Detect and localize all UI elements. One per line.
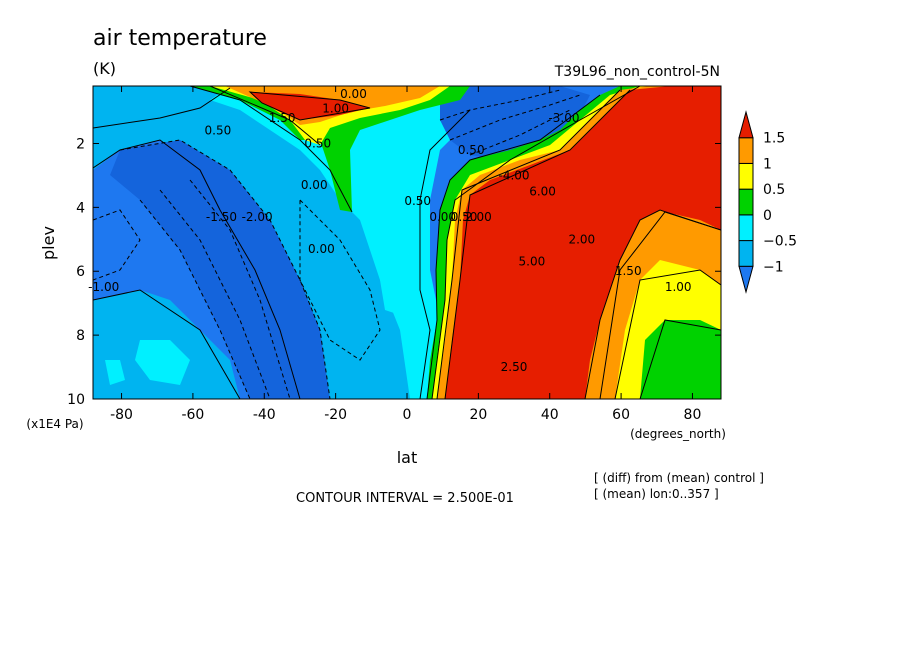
- contour-label: 0.00: [429, 210, 456, 224]
- colorbar-label: 0: [763, 208, 772, 224]
- y-units-label: (x1E4 Pa): [26, 417, 83, 431]
- contour-label: 0.50: [451, 210, 478, 224]
- contour-label: 2.00: [568, 232, 595, 246]
- y-axis-label: plev: [39, 226, 58, 260]
- colorbar: −1 −0.5 0 0.5 1 1.5: [738, 110, 797, 294]
- x-axis: -80 -60 -40 -20 0 20 40 60 80: [110, 86, 701, 423]
- x-tick-label: 20: [469, 407, 487, 423]
- contour-label: 0.50: [458, 143, 485, 157]
- colorbar-arrow-high: [738, 110, 754, 139]
- y-tick-label: 4: [76, 200, 85, 216]
- y-tick-label: 8: [76, 328, 85, 344]
- note-mean: [ (mean) lon:0..357 ]: [594, 487, 719, 501]
- colorbar-bin: [738, 188, 754, 216]
- units-label: (K): [93, 59, 116, 78]
- colorbar-bin: [738, 240, 754, 267]
- contour-interval: CONTOUR INTERVAL = 2.500E-01: [296, 491, 514, 506]
- x-units-label: (degrees_north): [630, 427, 726, 441]
- colorbar-label: 0.5: [763, 182, 785, 198]
- contour-label: 1.50: [615, 264, 642, 278]
- x-tick-label: -40: [253, 407, 276, 423]
- chart-title: air temperature: [93, 26, 267, 51]
- colorbar-label: −0.5: [763, 234, 797, 250]
- contour-label: 0.50: [205, 124, 232, 138]
- contour-label: 5.00: [519, 255, 546, 269]
- colorbar-label: 1: [763, 156, 772, 172]
- contour-label: 0.00: [308, 242, 335, 256]
- colorbar-bin: [738, 214, 754, 242]
- contour-label: -4.00: [499, 168, 530, 182]
- experiment-label: T39L96_non_control-5N: [554, 64, 720, 80]
- colorbar-label: −1: [763, 259, 784, 275]
- contour-label: 1.50: [269, 111, 296, 125]
- x-tick-label: 60: [612, 407, 630, 423]
- contour-label: -3.00: [548, 111, 579, 125]
- x-tick-label: 80: [684, 407, 702, 423]
- contour-labels: 0.001.001.500.500.500.000.00-1.50 -2.00-1…: [88, 87, 691, 374]
- y-tick-label: 6: [76, 264, 85, 280]
- contour-label: 0.00: [340, 87, 367, 101]
- x-tick-label: -60: [181, 407, 204, 423]
- colorbar-bin: [738, 137, 754, 164]
- x-tick-label: 40: [541, 407, 559, 423]
- contour-label: -1.50: [206, 210, 237, 224]
- contour-label: 0.50: [404, 194, 431, 208]
- contour-fill: [93, 86, 721, 399]
- y-tick-label: 10: [67, 392, 85, 408]
- x-tick-label: 0: [403, 407, 412, 423]
- contour-label: 6.00: [529, 184, 556, 198]
- contour-label: 1.00: [322, 101, 349, 115]
- colorbar-label: 1.5: [763, 131, 785, 147]
- contour-label: -1.00: [88, 280, 119, 294]
- contour-label: 2.00: [465, 210, 492, 224]
- note-diff: [ (diff) from (mean) control ]: [594, 471, 764, 485]
- contour-label: 2.50: [501, 360, 528, 374]
- x-axis-label: lat: [397, 448, 418, 467]
- contour-label: 0.50: [304, 136, 331, 150]
- y-axis: 2 4 6 8 10: [67, 136, 721, 408]
- colorbar-arrow-low: [738, 265, 754, 294]
- x-tick-label: -80: [110, 407, 133, 423]
- y-tick-label: 2: [76, 136, 85, 152]
- contour-label: -2.00: [242, 210, 273, 224]
- colorbar-bin: [738, 162, 754, 190]
- x-tick-label: -20: [324, 407, 347, 423]
- contour-label: 1.00: [665, 280, 692, 294]
- contour-label: 0.00: [301, 178, 328, 192]
